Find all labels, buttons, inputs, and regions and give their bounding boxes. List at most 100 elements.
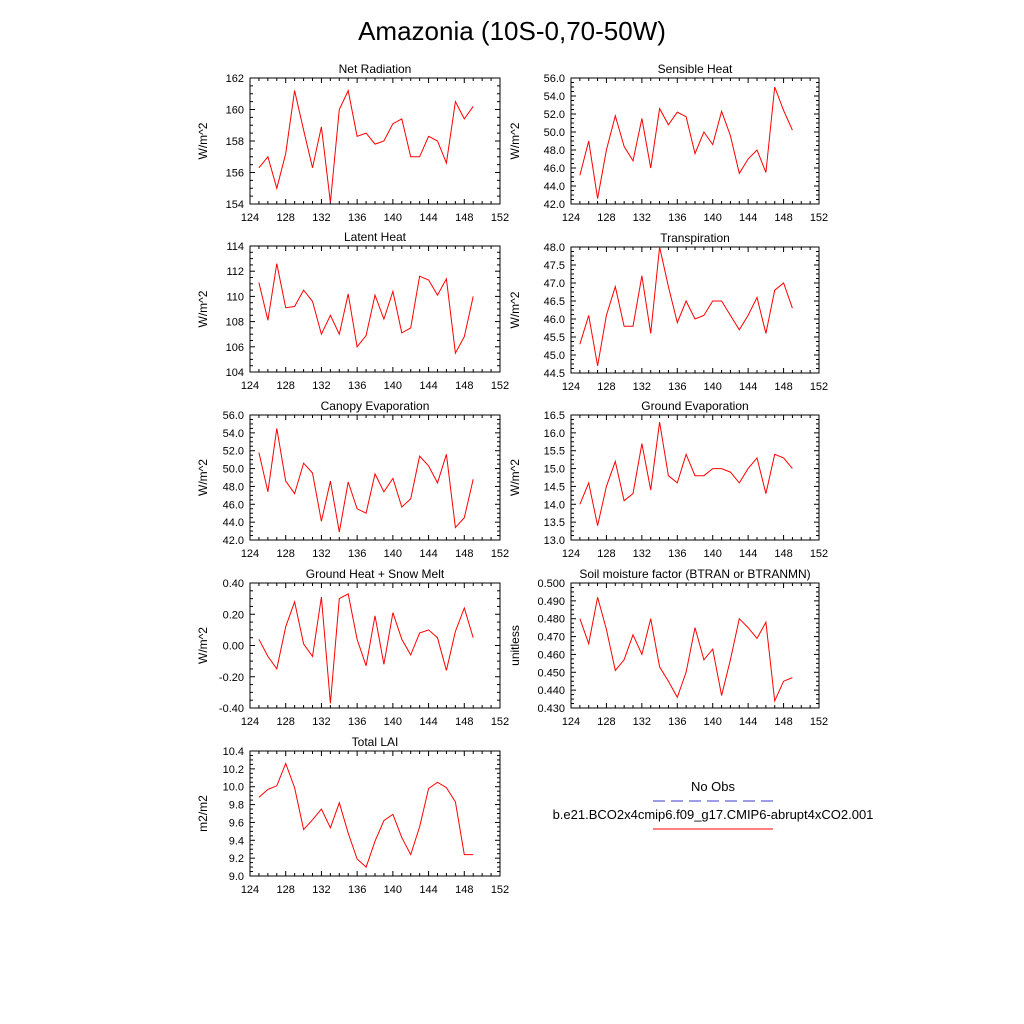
x-tick-label: 124 bbox=[562, 381, 580, 393]
y-tick-label: 10.2 bbox=[223, 764, 244, 776]
x-tick-label: 152 bbox=[491, 380, 509, 392]
y-tick-label: 13.0 bbox=[544, 535, 565, 547]
x-tick-label: 136 bbox=[348, 380, 366, 392]
y-tick-label: 156 bbox=[226, 168, 244, 180]
x-tick-label: 128 bbox=[277, 212, 295, 224]
y-axis-label: W/m^2 bbox=[196, 122, 210, 159]
y-tick-label: 160 bbox=[226, 105, 244, 117]
y-tick-label: 14.0 bbox=[544, 499, 565, 511]
y-tick-label: 0.450 bbox=[537, 667, 565, 679]
x-tick-label: 132 bbox=[633, 212, 651, 224]
y-tick-label: 52.0 bbox=[223, 446, 244, 458]
x-tick-label: 144 bbox=[739, 716, 757, 728]
y-tick-label: 15.0 bbox=[544, 464, 565, 476]
x-tick-label: 140 bbox=[384, 716, 402, 728]
series-line bbox=[258, 593, 474, 704]
y-tick-label: 44.5 bbox=[544, 368, 565, 380]
x-tick-label: 132 bbox=[633, 548, 651, 560]
x-tick-label: 152 bbox=[491, 716, 509, 728]
x-tick-label: 124 bbox=[562, 212, 580, 224]
x-tick-label: 128 bbox=[277, 380, 295, 392]
y-tick-label: 52.0 bbox=[544, 109, 565, 121]
y-tick-label: 0.40 bbox=[223, 578, 244, 590]
y-tick-label: 45.5 bbox=[544, 332, 565, 344]
chart-latent-heat: Latent Heat 124 128 132 136 140 144 148 152 104 10… bbox=[196, 230, 509, 392]
x-tick-label: 152 bbox=[491, 212, 509, 224]
chart-title: Sensible Heat bbox=[658, 62, 733, 76]
x-tick-label: 136 bbox=[348, 716, 366, 728]
y-axis-label: W/m^2 bbox=[508, 291, 522, 328]
x-tick-label: 136 bbox=[668, 716, 686, 728]
series-line bbox=[258, 428, 474, 533]
y-axis-label: unitless bbox=[508, 625, 522, 666]
y-tick-label: 44.0 bbox=[544, 181, 565, 193]
y-tick-label: 0.490 bbox=[537, 596, 565, 608]
x-tick-label: 148 bbox=[455, 548, 473, 560]
x-tick-label: 132 bbox=[633, 381, 651, 393]
x-tick-label: 124 bbox=[241, 212, 259, 224]
y-tick-label: 54.0 bbox=[223, 428, 244, 440]
page-title: Amazonia (10S-0,70-50W) bbox=[358, 16, 666, 46]
y-tick-label: 0.20 bbox=[223, 609, 244, 621]
y-tick-label: 50.0 bbox=[223, 464, 244, 476]
x-tick-label: 152 bbox=[810, 716, 828, 728]
y-tick-label: 46.0 bbox=[544, 163, 565, 175]
chart-title: Latent Heat bbox=[344, 230, 407, 244]
y-tick-label: 15.5 bbox=[544, 446, 565, 458]
x-tick-label: 132 bbox=[312, 548, 330, 560]
x-tick-label: 148 bbox=[455, 716, 473, 728]
y-tick-label: 114 bbox=[226, 241, 244, 253]
x-tick-label: 152 bbox=[491, 548, 509, 560]
x-tick-label: 152 bbox=[810, 381, 828, 393]
y-tick-label: 50.0 bbox=[544, 127, 565, 139]
x-tick-label: 124 bbox=[241, 884, 259, 896]
y-tick-label: 10.4 bbox=[223, 746, 244, 758]
y-tick-label: 14.5 bbox=[544, 481, 565, 493]
chart-total-lai: Total LAI 124 128 132 136 140 144 148 152 9.0 9.2 9… bbox=[196, 735, 509, 896]
chart-ground-evaporation: Ground Evaporation 124 128 132 136 140 144 148 1… bbox=[508, 399, 828, 560]
x-tick-label: 132 bbox=[312, 380, 330, 392]
chart-title: Soil moisture factor (BTRAN or BTRANMN) bbox=[579, 567, 810, 581]
y-tick-label: 45.0 bbox=[544, 350, 565, 362]
x-tick-label: 136 bbox=[668, 381, 686, 393]
x-tick-label: 152 bbox=[810, 548, 828, 560]
y-tick-label: 47.0 bbox=[544, 278, 565, 290]
x-tick-label: 148 bbox=[455, 380, 473, 392]
y-tick-label: 154 bbox=[226, 199, 244, 211]
x-tick-label: 124 bbox=[241, 716, 259, 728]
y-tick-label: 10.0 bbox=[223, 782, 244, 794]
x-tick-label: 136 bbox=[348, 212, 366, 224]
x-tick-label: 132 bbox=[312, 212, 330, 224]
x-tick-label: 124 bbox=[241, 380, 259, 392]
chart-sensible-heat: Sensible Heat 124 128 132 136 140 144 148 152 42.… bbox=[508, 62, 828, 224]
chart-title: Transpiration bbox=[660, 231, 730, 245]
y-tick-label: 9.6 bbox=[229, 817, 244, 829]
x-tick-label: 144 bbox=[739, 212, 757, 224]
x-tick-label: 148 bbox=[774, 212, 792, 224]
x-tick-label: 136 bbox=[668, 212, 686, 224]
y-tick-label: 108 bbox=[226, 317, 244, 329]
y-tick-label: 42.0 bbox=[544, 199, 565, 211]
chart-transpiration: Transpiration 124 128 132 136 140 144 148 152 44.… bbox=[508, 231, 828, 393]
chart-title: Ground Evaporation bbox=[641, 399, 748, 413]
y-tick-label: 46.5 bbox=[544, 296, 565, 308]
x-tick-label: 128 bbox=[277, 548, 295, 560]
x-tick-label: 152 bbox=[810, 212, 828, 224]
x-tick-label: 140 bbox=[384, 380, 402, 392]
x-tick-label: 144 bbox=[419, 212, 437, 224]
chart-title: Ground Heat + Snow Melt bbox=[306, 567, 445, 581]
series-line bbox=[258, 762, 474, 868]
y-axis-label: W/m^2 bbox=[508, 459, 522, 496]
x-tick-label: 124 bbox=[562, 548, 580, 560]
y-tick-label: -0.20 bbox=[219, 672, 244, 684]
chart-ground-heat-snow-melt: Ground Heat + Snow Melt 124 128 132 136 140 14… bbox=[196, 567, 509, 728]
y-tick-label: 46.0 bbox=[223, 499, 244, 511]
x-tick-label: 148 bbox=[774, 716, 792, 728]
x-tick-label: 128 bbox=[597, 381, 615, 393]
x-tick-label: 148 bbox=[774, 381, 792, 393]
series-line bbox=[579, 422, 793, 526]
x-tick-label: 144 bbox=[739, 548, 757, 560]
y-tick-label: 56.0 bbox=[544, 73, 565, 85]
x-tick-label: 136 bbox=[348, 884, 366, 896]
y-tick-label: -0.40 bbox=[219, 703, 244, 715]
